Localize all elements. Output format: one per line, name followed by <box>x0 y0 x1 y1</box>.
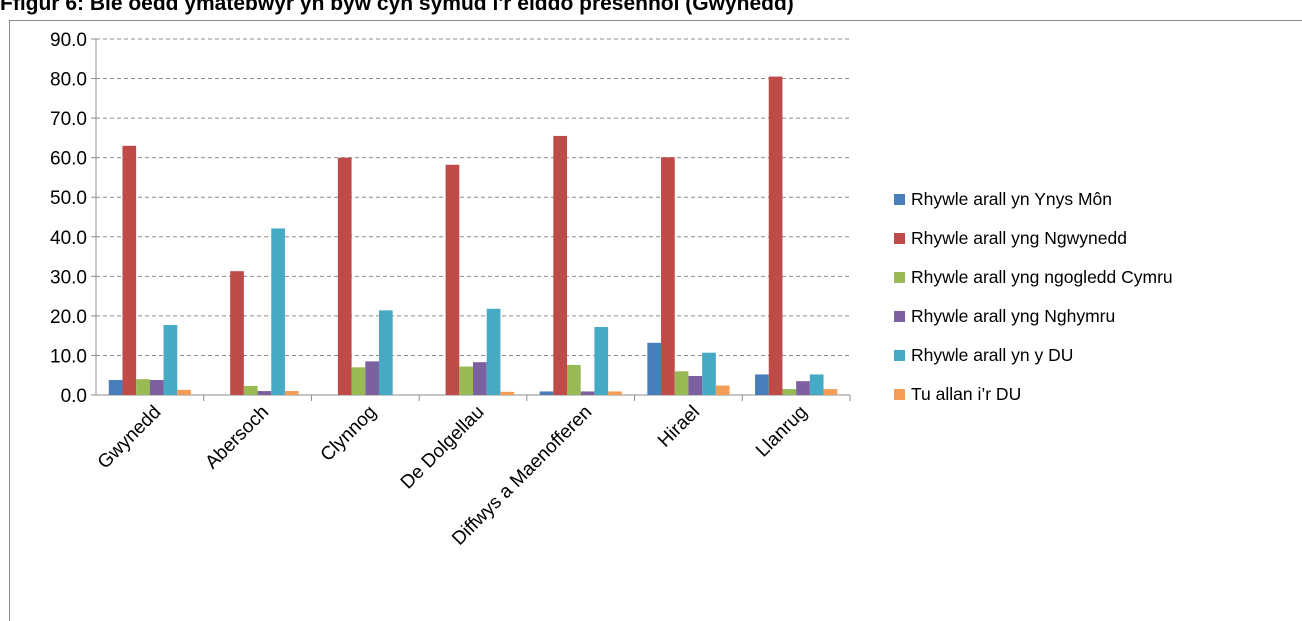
y-tick-label: 60.0 <box>50 149 87 170</box>
bar <box>768 76 783 396</box>
x-tick-label: Llanrug <box>752 402 812 462</box>
bar <box>608 391 622 395</box>
chart-title: Ffigur 6: Ble oedd ymatebwyr yn byw cyn … <box>0 0 794 15</box>
bar <box>486 308 501 395</box>
bar <box>378 310 393 395</box>
bar <box>500 391 515 395</box>
bar <box>177 389 191 395</box>
bar <box>796 381 810 395</box>
bar <box>351 367 366 395</box>
bar <box>243 385 258 395</box>
x-tick-label: Hirael <box>654 402 704 452</box>
bar <box>284 391 299 395</box>
chart-legend: Rhywle arall yn Ynys Môn Rhywle arall yng… <box>894 180 1173 414</box>
y-tick-label: 70.0 <box>50 109 87 130</box>
legend-item: Rhywle arall yn Ynys Môn <box>894 180 1173 219</box>
y-tick-label: 80.0 <box>50 70 87 91</box>
legend-label: Rhywle arall yn y DU <box>911 345 1074 365</box>
bar <box>108 379 123 395</box>
bar <box>580 391 595 395</box>
legend-swatch <box>894 233 905 244</box>
x-tick-label: Gwynedd <box>94 402 166 474</box>
legend-swatch <box>894 389 905 400</box>
x-tick-label: Abersoch <box>201 402 273 474</box>
legend-swatch <box>894 311 905 322</box>
bar <box>337 157 352 395</box>
bar <box>809 374 824 395</box>
bar <box>553 135 568 395</box>
bar <box>823 389 838 395</box>
bar <box>567 364 581 395</box>
bar <box>230 271 244 395</box>
bar <box>715 385 730 395</box>
legend-swatch <box>894 194 905 205</box>
legend-item: Rhywle arall yn y DU <box>894 336 1173 375</box>
bar <box>149 379 164 395</box>
y-tick-label: 40.0 <box>50 228 87 249</box>
bar <box>136 379 150 395</box>
x-tick-label: De Dolgellau <box>397 402 489 494</box>
legend-item: Rhywle arall yng ngogledd Cymru <box>894 258 1173 297</box>
y-tick-label: 90.0 <box>50 30 87 51</box>
bar <box>594 326 609 395</box>
bar <box>688 376 703 395</box>
bar <box>122 145 137 395</box>
bar <box>782 389 797 395</box>
bar <box>755 374 769 395</box>
chart-frame <box>9 20 1302 621</box>
bar <box>473 362 487 395</box>
bar <box>661 157 675 395</box>
bar <box>445 164 460 395</box>
legend-swatch <box>894 272 905 283</box>
bar <box>163 324 178 395</box>
bar <box>539 391 554 395</box>
y-tick-label: 50.0 <box>50 188 87 209</box>
bar <box>459 366 473 395</box>
bar <box>702 352 716 395</box>
bar <box>674 371 689 395</box>
bar <box>257 391 272 395</box>
x-tick-label: Clynnog <box>317 402 381 466</box>
legend-item: Rhywle arall yng Ngwynedd <box>894 219 1173 258</box>
legend-item: Tu allan i’r DU <box>894 375 1173 414</box>
legend-label: Rhywle arall yng Ngwynedd <box>911 228 1127 248</box>
bar <box>365 361 379 395</box>
y-tick-label: 0.0 <box>61 386 87 407</box>
legend-label: Rhywle arall yn Ynys Môn <box>911 189 1113 209</box>
y-tick-label: 30.0 <box>50 267 87 288</box>
legend-label: Tu allan i’r DU <box>911 384 1022 404</box>
legend-label: Rhywle arall yng ngogledd Cymru <box>911 267 1173 287</box>
legend-label: Rhywle arall yng Nghymru <box>911 306 1116 326</box>
legend-item: Rhywle arall yng Nghymru <box>894 297 1173 336</box>
y-tick-label: 20.0 <box>50 307 87 328</box>
legend-swatch <box>894 350 905 361</box>
bar <box>271 228 285 395</box>
bar <box>647 342 662 395</box>
y-tick-label: 10.0 <box>50 346 87 367</box>
